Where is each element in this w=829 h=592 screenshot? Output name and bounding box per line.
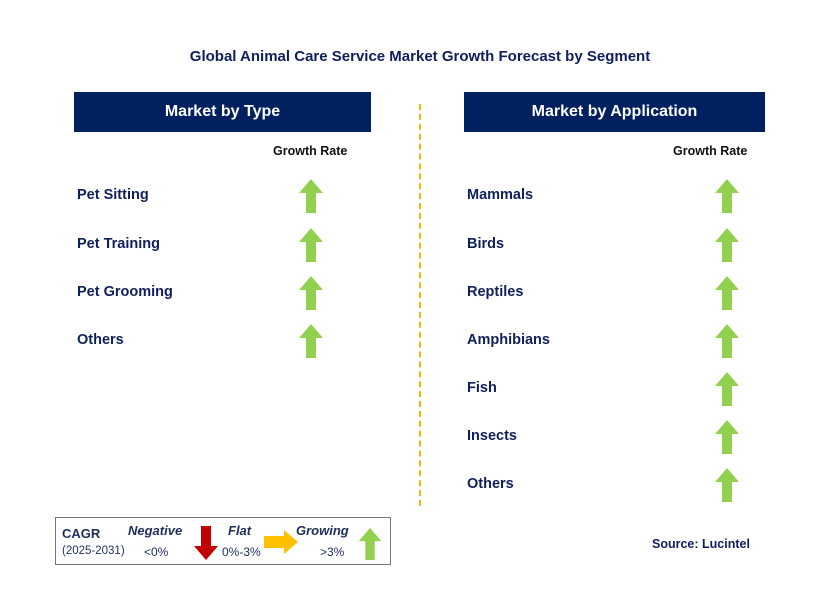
legend-negative-range: <0%	[144, 545, 169, 559]
up-arrow-icon	[715, 420, 739, 454]
up-arrow-icon	[358, 528, 382, 560]
application-header: Market by Application	[464, 92, 765, 132]
legend-growing-range: >3%	[320, 545, 345, 559]
up-arrow-icon	[299, 276, 323, 310]
divider	[419, 104, 421, 506]
up-arrow-icon	[715, 324, 739, 358]
right-item-label: Amphibians	[467, 332, 550, 348]
up-arrow-icon	[299, 228, 323, 262]
legend-cagr: CAGR	[62, 526, 101, 541]
source-note: Source: Lucintel	[652, 537, 750, 551]
left-item-label: Others	[77, 332, 124, 348]
right-item-label: Fish	[467, 380, 497, 396]
right-item-label: Others	[467, 476, 514, 492]
application-growth-rate-label: Growth Rate	[673, 144, 748, 158]
right-item-label: Reptiles	[467, 284, 524, 300]
right-arrow-icon	[264, 530, 298, 554]
legend-period: (2025-2031)	[62, 545, 125, 557]
legend-negative: Negative	[128, 523, 183, 538]
up-arrow-icon	[715, 468, 739, 502]
up-arrow-icon	[715, 228, 739, 262]
up-arrow-icon	[715, 276, 739, 310]
up-arrow-icon	[299, 324, 323, 358]
up-arrow-icon	[715, 179, 739, 213]
right-item-label: Mammals	[467, 187, 534, 203]
right-item-label: Birds	[467, 236, 505, 252]
up-arrow-icon	[715, 372, 739, 406]
type-growth-rate-label: Growth Rate	[273, 144, 348, 158]
legend-flat: Flat	[228, 523, 252, 538]
legend-flat-range: 0%-3%	[222, 545, 261, 559]
right-item-label: Insects	[467, 428, 517, 444]
type-header: Market by Type	[74, 92, 371, 132]
left-item-label: Pet Sitting	[77, 187, 149, 203]
legend: CAGR (2025-2031) Negative <0% Flat 0%-3%…	[55, 517, 391, 565]
legend-growing: Growing	[296, 523, 349, 538]
down-arrow-icon	[194, 526, 218, 560]
left-item-label: Pet Grooming	[77, 284, 173, 300]
up-arrow-icon	[299, 179, 323, 213]
page-title: Global Animal Care Service Market Growth…	[189, 48, 651, 65]
left-item-label: Pet Training	[77, 236, 160, 252]
